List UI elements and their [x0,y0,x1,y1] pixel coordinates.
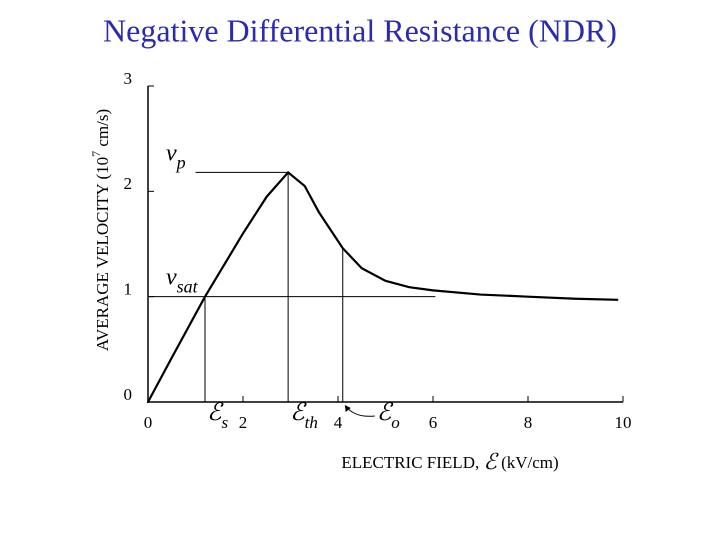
x-tick-label: 2 [239,413,248,432]
level-symbol: v [166,140,177,166]
x-tick-label: 4 [334,413,343,432]
level-sub: p [175,152,186,172]
field-arrow [345,405,375,417]
field-label: ℰth [290,400,318,432]
y-tick-label: 0 [124,385,133,404]
field-symbol: ℰ [207,400,224,426]
x-tick-label: 6 [429,413,438,432]
level-label: vp [166,140,186,172]
y-tick-label: 1 [124,280,133,299]
x-label-tail: (kV/cm) [497,453,559,472]
field-arrowhead [344,405,351,412]
level-label: vsat [166,265,199,297]
field-sub: th [305,413,318,432]
field-symbol: ℰ [377,400,394,426]
x-label-text: ELECTRIC FIELD, [341,453,483,472]
x-axis-label: ELECTRIC FIELD, ℰ (kV/cm) [341,449,558,474]
y-axis-label: AVERAGE VELOCITY (107 cm/s) [89,109,112,351]
field-sub: o [391,413,400,432]
y-tick-label: 3 [124,69,133,88]
x-tick-label: 0 [144,413,153,432]
x-label-symbol: ℰ [483,449,499,474]
slide-title: Negative Differential Resistance (NDR) [103,12,617,48]
velocity-curve [147,170,619,403]
y-tick-label: 2 [124,174,133,193]
field-label: ℰo [377,400,400,432]
level-symbol: v [166,265,177,291]
x-tick-label: 8 [524,413,533,432]
y-label-tail: cm/s) [93,109,112,151]
field-label: ℰs [207,400,229,432]
y-label-text: AVERAGE VELOCITY (10 [93,157,112,351]
y-label-sup: 7 [89,151,103,157]
field-symbol: ℰ [290,400,307,426]
x-tick-label: 10 [615,413,632,432]
level-sub: sat [177,277,199,297]
field-sub: s [222,413,229,432]
